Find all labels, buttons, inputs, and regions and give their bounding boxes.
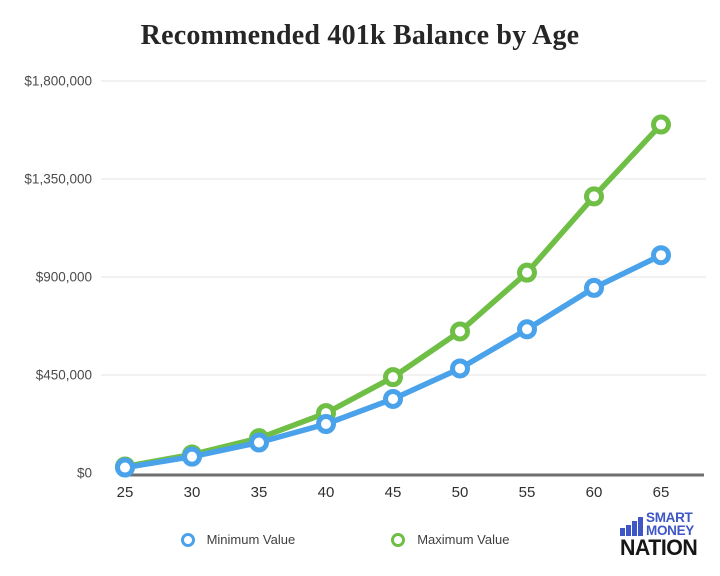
x-axis-tick-label: 45 (385, 484, 402, 501)
y-axis-tick-label: $1,350,000 (24, 172, 92, 187)
x-axis-tick-label: 35 (251, 484, 268, 501)
point-minimum-55 (517, 319, 537, 340)
minimum-series-marker-icon (180, 532, 195, 547)
point-maximum-60 (584, 186, 604, 207)
point-minimum-65 (651, 245, 671, 266)
point-minimum-60 (584, 277, 604, 298)
point-minimum-30 (182, 446, 202, 467)
point-maximum-50 (450, 321, 470, 342)
y-axis-tick-label: $450,000 (36, 368, 92, 383)
point-minimum-25 (115, 457, 135, 478)
point-maximum-65 (651, 114, 671, 135)
y-axis-tick-label: $0 (77, 466, 92, 481)
legend-label-minimum: Minimum Value (206, 532, 296, 547)
point-maximum-55 (517, 262, 537, 283)
point-minimum-45 (383, 388, 403, 409)
chart-title: Recommended 401k Balance by Age (140, 20, 580, 51)
logo-word-smart: SMART (646, 510, 693, 525)
x-axis-tick-label: 55 (519, 484, 536, 501)
logo-word-nation: NATION (620, 535, 698, 560)
x-axis-tick-label: 30 (184, 484, 201, 501)
smart-money-nation-logo: SMART MONEY NATION (620, 510, 717, 560)
line-minimum (122, 252, 664, 471)
point-maximum-45 (383, 367, 403, 388)
x-axis-tick-label: 60 (586, 484, 603, 501)
chart-legend: Minimum Value Maximum Value (25, 532, 665, 547)
x-axis-tick-label: 25 (117, 484, 134, 501)
point-minimum-35 (249, 432, 269, 453)
x-axis-tick-label: 40 (318, 484, 335, 501)
maximum-series-marker-icon (391, 532, 406, 547)
y-axis-tick-label: $900,000 (36, 270, 92, 285)
legend-item-maximum: Maximum Value (391, 532, 509, 547)
x-axis-tick-label: 65 (653, 484, 670, 501)
y-axis-tick-label: $1,800,000 (24, 74, 92, 89)
point-minimum-50 (450, 358, 470, 379)
chart-canvas: $0 $450,000 $900,000 $1,350,000 $1,800,000 25… (24, 74, 706, 501)
point-minimum-40 (316, 414, 336, 434)
x-axis-tick-label: 50 (452, 484, 469, 501)
legend-label-maximum: Maximum Value (417, 532, 510, 547)
legend-item-minimum: Minimum Value (180, 532, 296, 547)
bar-chart-icon (620, 517, 643, 537)
logo-word-money: MONEY (646, 523, 695, 538)
